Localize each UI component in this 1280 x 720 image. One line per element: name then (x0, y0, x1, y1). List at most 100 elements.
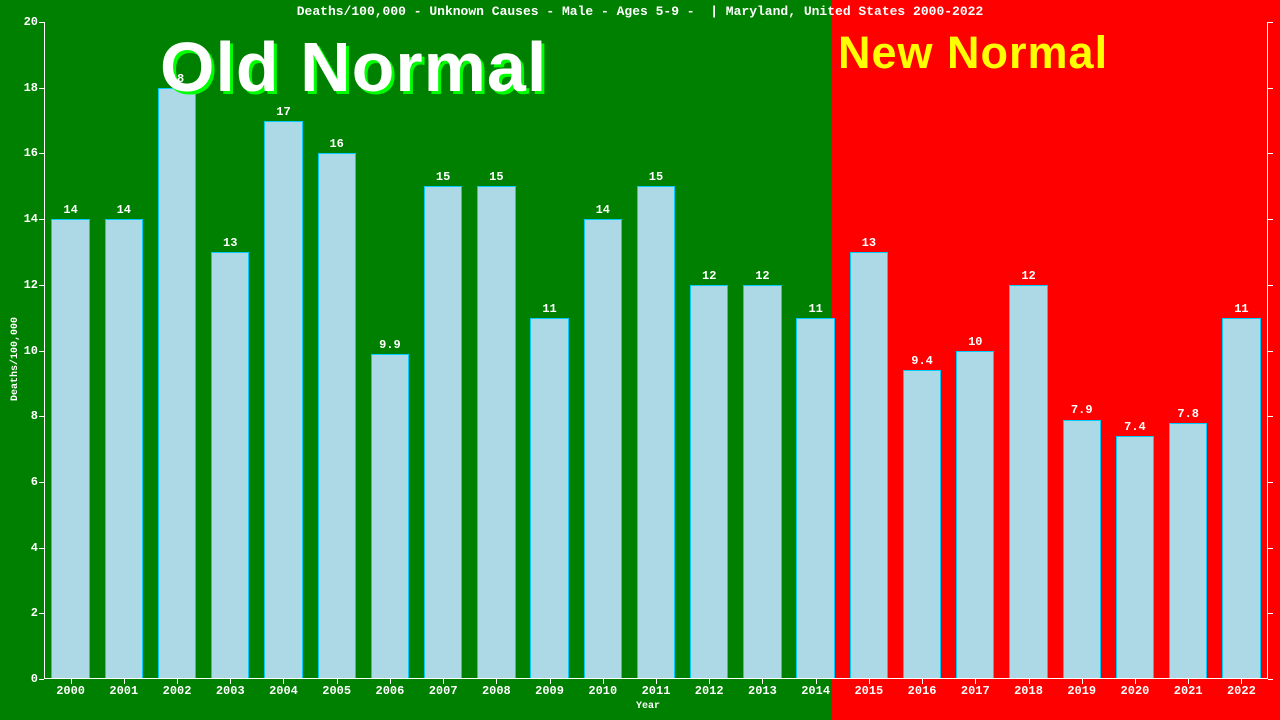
ytick-label: 16 (8, 146, 38, 160)
plot-area (44, 22, 1268, 679)
ytick-label: 0 (8, 672, 38, 686)
xtick-label: 2020 (1121, 684, 1150, 698)
bar-value-label: 10 (968, 335, 982, 349)
bar-value-label: 11 (808, 302, 822, 316)
bar-value-label: 15 (649, 170, 663, 184)
bar-value-label: 13 (223, 236, 237, 250)
bar-value-label: 16 (329, 137, 343, 151)
ytick-label: 6 (8, 475, 38, 489)
bar (1116, 436, 1154, 679)
bar-value-label: 15 (489, 170, 503, 184)
xtick-label: 2014 (801, 684, 830, 698)
overlay-label-0: Old Normal (160, 27, 547, 107)
xtick-label: 2003 (216, 684, 245, 698)
x-axis-label: Year (636, 701, 660, 712)
xtick-label: 2010 (588, 684, 617, 698)
y-axis-left (44, 22, 45, 679)
ytick-mark (39, 482, 44, 483)
bar-value-label: 18 (170, 72, 184, 86)
bar-value-label: 12 (1021, 269, 1035, 283)
ytick-mark (1268, 22, 1273, 23)
ytick-mark (1268, 219, 1273, 220)
xtick-label: 2005 (322, 684, 351, 698)
bar (850, 252, 888, 679)
bar (158, 88, 196, 679)
bar-value-label: 12 (702, 269, 716, 283)
xtick-label: 2011 (642, 684, 671, 698)
bar (424, 186, 462, 679)
ytick-label: 12 (8, 278, 38, 292)
bar-value-label: 11 (1234, 302, 1248, 316)
xtick-label: 2004 (269, 684, 298, 698)
xtick-label: 2006 (376, 684, 405, 698)
xtick-label: 2022 (1227, 684, 1256, 698)
ytick-label: 20 (8, 15, 38, 29)
xtick-label: 2021 (1174, 684, 1203, 698)
bar (637, 186, 675, 679)
bar-value-label: 14 (63, 203, 77, 217)
ytick-mark (39, 679, 44, 680)
ytick-mark (39, 88, 44, 89)
bar-value-label: 15 (436, 170, 450, 184)
xtick-label: 2016 (908, 684, 937, 698)
bar (956, 351, 994, 680)
bar (264, 121, 302, 679)
bar (796, 318, 834, 679)
bar-value-label: 7.4 (1124, 420, 1146, 434)
xtick-label: 2009 (535, 684, 564, 698)
bar (318, 153, 356, 679)
bar (1063, 420, 1101, 680)
bar (1222, 318, 1260, 679)
xtick-label: 2017 (961, 684, 990, 698)
bar (903, 370, 941, 679)
ytick-mark (1268, 482, 1273, 483)
bar (371, 354, 409, 679)
ytick-mark (1268, 285, 1273, 286)
ytick-mark (1268, 88, 1273, 89)
xtick-label: 2019 (1067, 684, 1096, 698)
ytick-mark (1268, 679, 1273, 680)
bar-value-label: 12 (755, 269, 769, 283)
xtick-label: 2015 (854, 684, 883, 698)
xtick-label: 2018 (1014, 684, 1043, 698)
bar (211, 252, 249, 679)
ytick-mark (1268, 153, 1273, 154)
bar (477, 186, 515, 679)
xtick-label: 2000 (56, 684, 85, 698)
bar (1009, 285, 1047, 679)
xtick-label: 2002 (163, 684, 192, 698)
bar-value-label: 7.8 (1177, 407, 1199, 421)
bar (51, 219, 89, 679)
bar (690, 285, 728, 679)
bar-value-label: 13 (862, 236, 876, 250)
ytick-mark (39, 416, 44, 417)
bar-value-label: 9.9 (379, 338, 401, 352)
ytick-mark (39, 613, 44, 614)
bar-value-label: 14 (596, 203, 610, 217)
chart-title: Deaths/100,000 - Unknown Causes - Male -… (0, 4, 1280, 19)
ytick-mark (39, 351, 44, 352)
xtick-label: 2007 (429, 684, 458, 698)
bar (1169, 423, 1207, 679)
ytick-mark (39, 153, 44, 154)
xtick-label: 2013 (748, 684, 777, 698)
ytick-label: 14 (8, 212, 38, 226)
chart-container: Deaths/100,000 - Unknown Causes - Male -… (0, 0, 1280, 720)
ytick-mark (39, 219, 44, 220)
bar-value-label: 9.4 (911, 354, 933, 368)
xtick-label: 2008 (482, 684, 511, 698)
bar-value-label: 14 (117, 203, 131, 217)
y-axis-label: Deaths/100,000 (10, 316, 21, 400)
ytick-mark (1268, 416, 1273, 417)
ytick-label: 4 (8, 541, 38, 555)
overlay-label-1: New Normal (838, 27, 1108, 79)
ytick-label: 2 (8, 606, 38, 620)
xtick-label: 2001 (109, 684, 138, 698)
ytick-mark (1268, 548, 1273, 549)
bar-value-label: 17 (276, 105, 290, 119)
ytick-mark (1268, 351, 1273, 352)
ytick-label: 18 (8, 81, 38, 95)
xtick-label: 2012 (695, 684, 724, 698)
bar-value-label: 11 (542, 302, 556, 316)
bar (530, 318, 568, 679)
